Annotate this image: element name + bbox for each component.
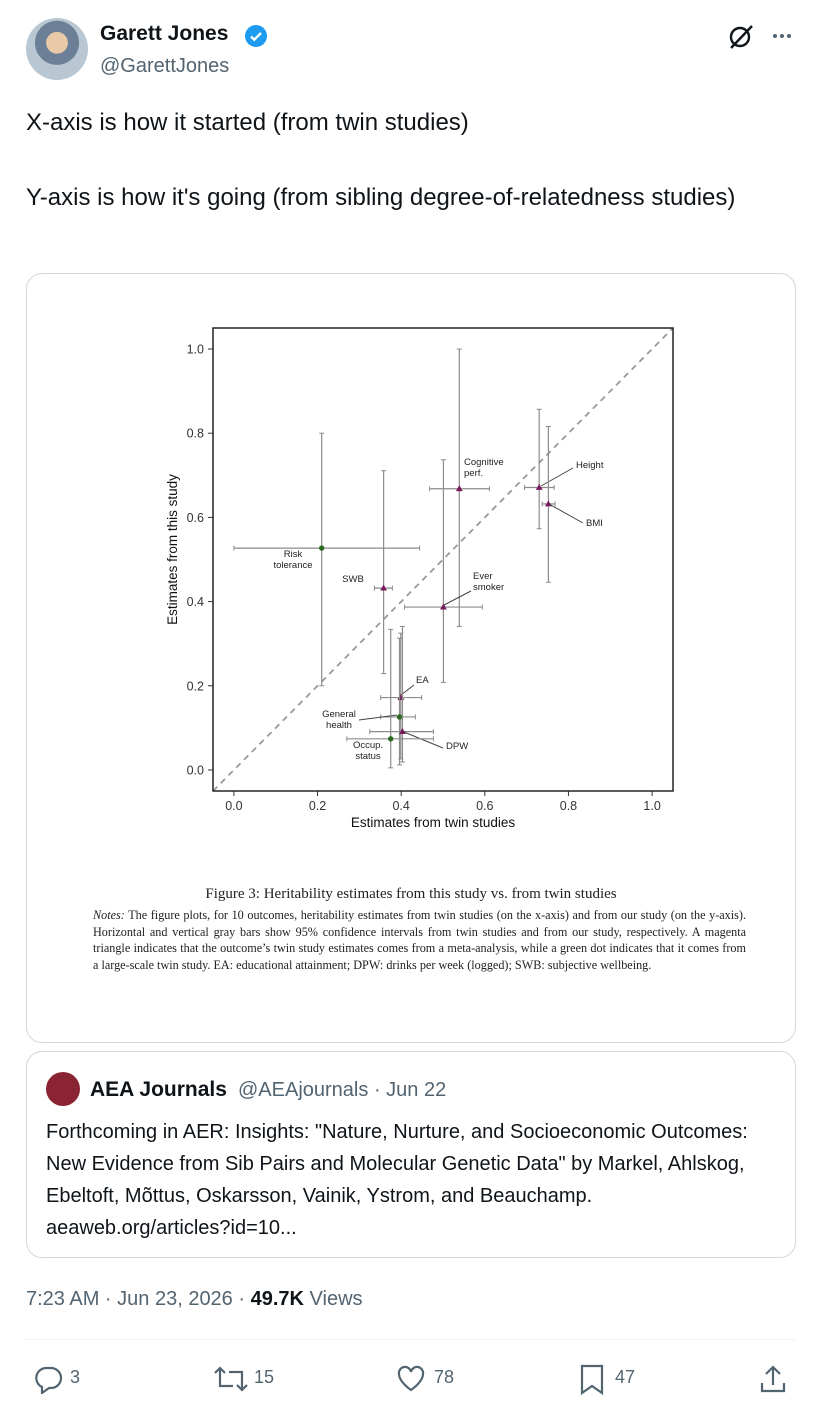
- dot-marker: [319, 545, 325, 551]
- point-label: DPW: [446, 741, 468, 752]
- notes-label: Notes:: [93, 908, 125, 922]
- point-label: General: [322, 709, 356, 720]
- triangle-marker: [380, 584, 388, 591]
- point-label: EA: [416, 675, 429, 686]
- views-count: 49.7K: [250, 1288, 304, 1310]
- leader-line: [400, 684, 415, 696]
- y-tick-label: 1.0: [187, 343, 204, 357]
- point-label: Cognitive: [464, 457, 504, 468]
- point-label: perf.: [464, 468, 483, 479]
- point-label: status: [355, 751, 381, 762]
- tweet-text: Y-axis is how it's going (from sibling d…: [26, 184, 736, 211]
- x-tick-label: 0.2: [309, 799, 326, 813]
- reply-icon[interactable]: [34, 1364, 64, 1394]
- quote-author: AEA Journals: [90, 1078, 227, 1101]
- verified-badge: [245, 25, 267, 47]
- dot-marker: [396, 714, 403, 720]
- point-label: BMI: [586, 518, 603, 529]
- reply-count: 3: [70, 1367, 81, 1387]
- y-tick-label: 0.0: [187, 763, 204, 777]
- x-tick-label: 0.0: [225, 799, 242, 813]
- diagonal: [212, 327, 674, 792]
- quoted-tweet[interactable]: AEA Journals @AEAjournals · Jun 22 Forth…: [26, 1051, 796, 1258]
- y-tick-label: 0.8: [187, 427, 204, 441]
- point-label: Height: [576, 460, 604, 471]
- divider: [26, 1339, 796, 1340]
- figure-caption: Figure 3: Heritability estimates from th…: [205, 886, 617, 902]
- media-card[interactable]: 0.0 0.2 0.4 0.6 0.8 1.0 0.0 0.2 0.4 0.6 0.8 1.0 Esti…: [26, 273, 796, 1043]
- repost-icon[interactable]: [213, 1364, 249, 1394]
- timestamp[interactable]: 7:23 AM · Jun 23, 2026 ·: [26, 1288, 246, 1310]
- point-label: health: [326, 720, 352, 731]
- point-label: Risk: [284, 549, 303, 560]
- point-label: tolerance: [273, 560, 312, 571]
- y-tick-label: 0.4: [187, 595, 204, 609]
- x-tick-label: 0.4: [392, 799, 409, 813]
- bookmark-count: 47: [615, 1367, 636, 1387]
- point-label: Ever: [473, 571, 493, 582]
- x-tick-label: 1.0: [643, 799, 660, 813]
- notes-text: The figure plots, for 10 outcomes, herit…: [93, 908, 746, 972]
- like-count: 78: [434, 1367, 455, 1387]
- triangle-marker: [440, 603, 447, 610]
- leader-line: [443, 590, 472, 606]
- share-icon[interactable]: [758, 1363, 788, 1395]
- dot-marker: [388, 736, 394, 742]
- quote-avatar: [46, 1072, 80, 1106]
- quote-text: Forthcoming in AER: Insights: "Nature, N…: [46, 1121, 748, 1239]
- figure-notes: Notes: The figure plots, for 10 outcomes…: [93, 907, 746, 973]
- quote-date: · Jun 22: [373, 1079, 447, 1101]
- chart: 0.0 0.2 0.4 0.6 0.8 1.0 0.0 0.2 0.4 0.6 0.8 1.0 Esti…: [165, 327, 674, 830]
- views-label: Views: [309, 1288, 363, 1310]
- bookmark-icon[interactable]: [578, 1363, 606, 1395]
- quote-handle: @AEAjournals · Jun 22: [238, 1079, 446, 1102]
- triangle-marker: [455, 485, 463, 492]
- tweet-text: X-axis is how it started (from twin stud…: [26, 109, 469, 136]
- avatar[interactable]: [26, 18, 88, 80]
- author-name[interactable]: Garett Jones: [100, 22, 229, 45]
- leader-line: [548, 503, 584, 524]
- grok-icon[interactable]: [726, 22, 756, 52]
- x-axis-label: Estimates from twin studies: [351, 815, 516, 830]
- like-icon[interactable]: [396, 1365, 426, 1393]
- x-tick-label: 0.8: [560, 799, 577, 813]
- point-label: smoker: [473, 582, 504, 593]
- repost-count: 15: [254, 1367, 275, 1387]
- point-label: SWB: [342, 574, 364, 585]
- y-tick-label: 0.6: [187, 511, 204, 525]
- plot-frame: [212, 327, 674, 792]
- tweet-meta: 7:23 AM · Jun 23, 2026 · 49.7K Views: [26, 1288, 363, 1311]
- leader-line: [403, 731, 444, 749]
- triangle-marker: [535, 483, 543, 490]
- author-handle[interactable]: @GarettJones: [100, 55, 230, 77]
- more-icon[interactable]: [770, 26, 796, 46]
- point-label: Occup.: [353, 740, 383, 751]
- x-tick-label: 0.6: [476, 799, 493, 813]
- y-axis-label: Estimates from this study: [165, 474, 180, 625]
- quote-handle-text: @AEAjournals: [238, 1079, 369, 1101]
- leader-line: [540, 467, 574, 487]
- y-tick-label: 0.2: [187, 679, 204, 693]
